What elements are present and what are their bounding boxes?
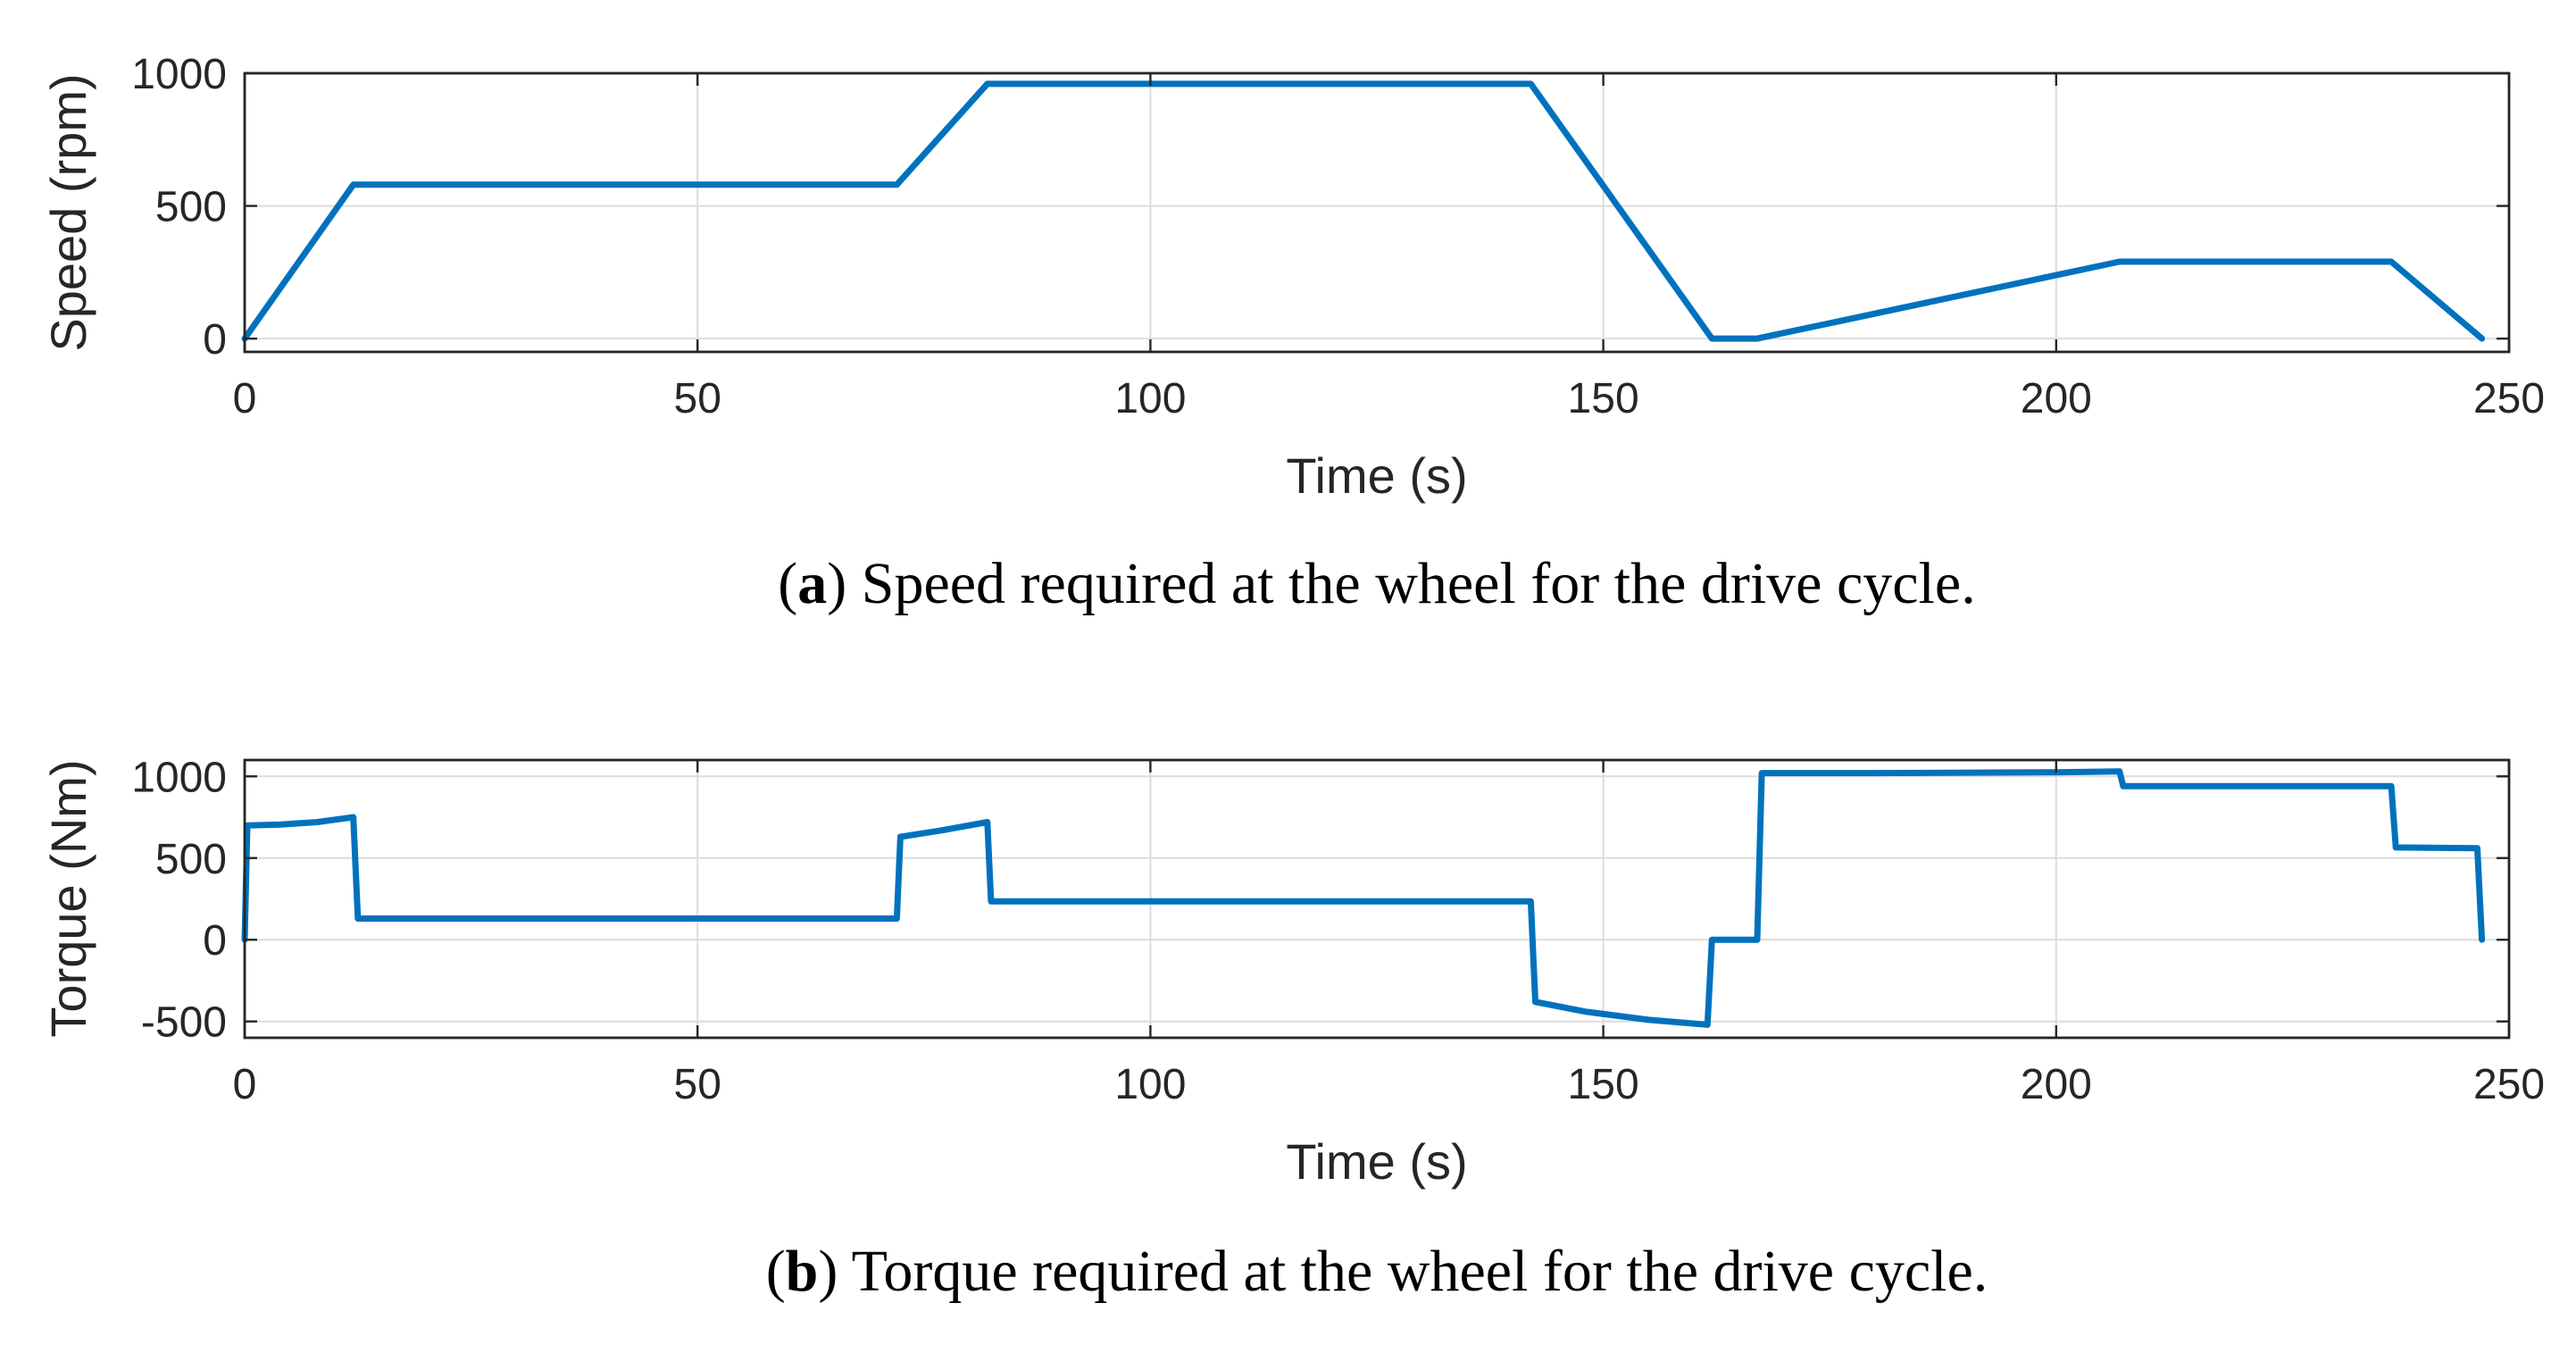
speed-axes-box (243, 71, 2511, 354)
speed-caption-letter: a (797, 551, 827, 616)
speed-caption: (a) Speed required at the wheel for the … (778, 551, 1975, 616)
speed-x-tick-label: 50 (674, 375, 721, 422)
speed-x-axis-label: Time (s) (1286, 447, 1467, 504)
speed-caption-open: ( (778, 551, 797, 616)
torque-x-tick-label: 0 (233, 1061, 257, 1108)
torque-series-line (241, 768, 2486, 1028)
speed-x-tick-label: 0 (233, 375, 257, 422)
torque-x-axis-label: Time (s) (1286, 1133, 1467, 1190)
torque-y-tick-label: 0 (203, 917, 227, 965)
torque-series-layer (241, 768, 2486, 1028)
torque-axes-box (243, 758, 2511, 1040)
speed-x-tick-label: 100 (1114, 375, 1186, 422)
speed-ticks: 0 50 100 150 200 250 0 500 1000 (131, 51, 2545, 422)
speed-y-tick-label: 0 (203, 316, 227, 363)
speed-plot-area (243, 71, 2511, 354)
speed-x-tick-label: 200 (2021, 375, 2092, 422)
speed-y-tick-label: 500 (155, 184, 227, 231)
speed-series-line (241, 80, 2486, 342)
torque-y-tick-label: 500 (155, 836, 227, 883)
torque-x-tick-label: 250 (2473, 1061, 2545, 1108)
torque-caption: (b) Torque required at the wheel for the… (766, 1239, 1988, 1304)
speed-chart-panel: 0 50 100 150 200 250 0 500 1000 Time (s) Speed (… (40, 51, 2545, 616)
speed-caption-text: Speed required at the wheel for the driv… (846, 551, 1975, 616)
torque-x-tick-label: 150 (1568, 1061, 1639, 1108)
speed-caption-close: ) (827, 551, 846, 616)
torque-caption-letter: b (786, 1239, 819, 1304)
torque-x-tick-label: 200 (2021, 1061, 2092, 1108)
speed-x-tick-label: 150 (1568, 375, 1639, 422)
speed-y-axis-label: Speed (rpm) (40, 73, 96, 351)
torque-caption-close: ) (818, 1239, 838, 1304)
torque-x-tick-label: 50 (674, 1061, 721, 1108)
torque-x-tick-label: 100 (1114, 1061, 1186, 1108)
torque-caption-text: Torque required at the wheel for the dri… (838, 1239, 1988, 1304)
torque-y-tick-label: -500 (141, 999, 227, 1047)
speed-series-layer (241, 80, 2486, 342)
speed-y-tick-label: 1000 (131, 51, 227, 98)
speed-x-tick-label: 250 (2473, 375, 2545, 422)
torque-caption-open: ( (766, 1239, 786, 1304)
torque-y-tick-label: 1000 (131, 754, 227, 801)
torque-y-axis-label: Torque (Nm) (40, 759, 96, 1037)
